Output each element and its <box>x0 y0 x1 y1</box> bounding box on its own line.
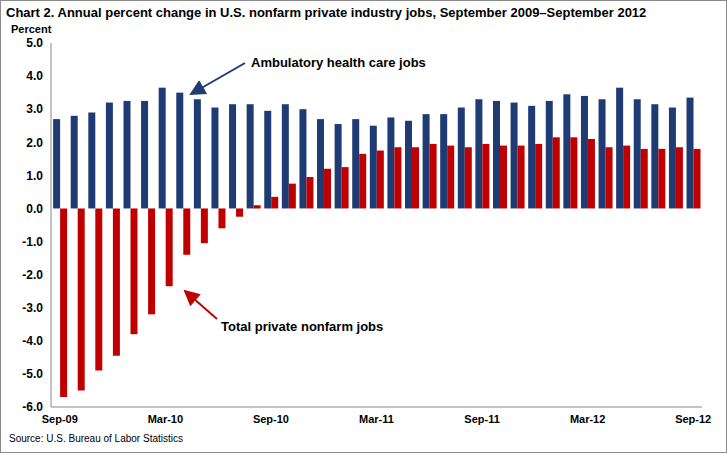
svg-text:-3.0: -3.0 <box>22 301 43 315</box>
html-text:Percent: Percent <box>11 23 52 35</box>
html-text:Ambulatory health care jobs: Ambulatory health care jobs <box>251 55 426 70</box>
svg-text:Mar-10: Mar-10 <box>148 413 183 425</box>
svg-text:4.0: 4.0 <box>26 69 43 83</box>
svg-text:-6.0: -6.0 <box>22 400 43 414</box>
svg-text:Sep-12: Sep-12 <box>675 413 711 425</box>
svg-text:2.0: 2.0 <box>26 136 43 150</box>
html-text:Total private nonfarm jobs: Total private nonfarm jobs <box>221 319 384 334</box>
svg-text:5.0: 5.0 <box>26 36 43 50</box>
html-text:Chart 2. Annual percent change: Chart 2. Annual percent change in U.S. n… <box>6 5 647 20</box>
svg-text:Sep-11: Sep-11 <box>464 413 499 425</box>
html-text:Source: U.S. Bureau of Labor S: Source: U.S. Bureau of Labor Statistics <box>9 433 183 444</box>
svg-text:0.0: 0.0 <box>26 202 43 216</box>
svg-text:3.0: 3.0 <box>26 102 43 116</box>
svg-text:1.0: 1.0 <box>26 169 43 183</box>
svg-text:-4.0: -4.0 <box>22 334 43 348</box>
svg-text:Sep-09: Sep-09 <box>42 413 78 425</box>
svg-text:Mar-12: Mar-12 <box>570 413 605 425</box>
svg-text:Mar-11: Mar-11 <box>359 413 394 425</box>
svg-text:-2.0: -2.0 <box>22 268 43 282</box>
svg-text:-5.0: -5.0 <box>22 367 43 381</box>
svg-text:-1.0: -1.0 <box>22 235 43 249</box>
svg-text:Sep-10: Sep-10 <box>253 413 289 425</box>
